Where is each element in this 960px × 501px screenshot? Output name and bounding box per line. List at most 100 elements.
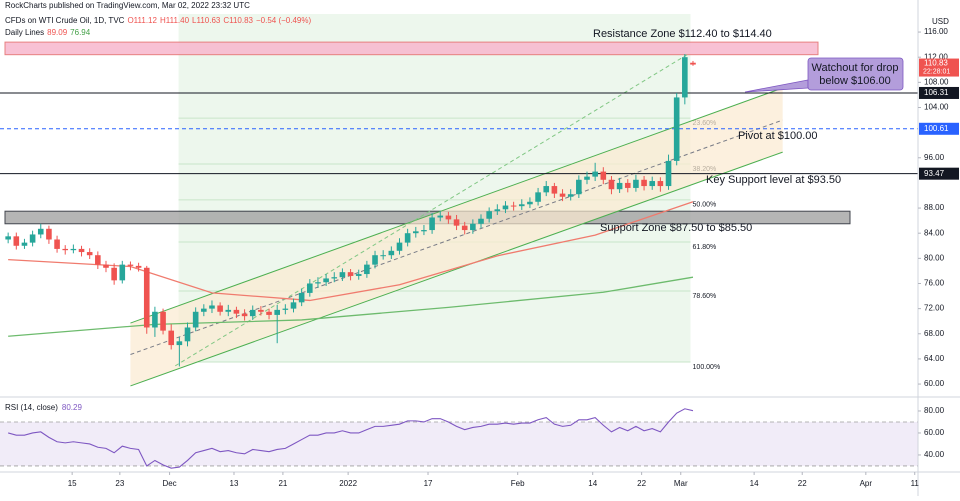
candle-body: [258, 309, 264, 312]
candle-body: [323, 278, 329, 283]
candle-body: [624, 182, 631, 188]
candle-body: [298, 292, 305, 303]
candle-body: [429, 217, 435, 231]
annotation: Watchout for drop: [811, 62, 898, 74]
candle-body: [46, 228, 52, 240]
x-tick-label: 2022: [339, 479, 357, 488]
candle-body: [225, 309, 232, 312]
y-tick-label: 112.00: [924, 52, 948, 61]
indicator-value: 76.94: [70, 28, 91, 37]
zone-label: Support Zone $87.50 to $85.50: [600, 222, 752, 234]
y-tick-label: 88.00: [924, 203, 945, 212]
candle-body: [478, 218, 484, 224]
callout-box: [807, 57, 904, 91]
y-tick-label: 96.00: [924, 153, 945, 162]
rsi-name: RSI (14, close): [5, 403, 58, 412]
candle-body: [673, 97, 680, 161]
y-tick-label: 68.00: [924, 329, 945, 338]
candle-body: [241, 313, 248, 317]
candle-body: [339, 272, 346, 278]
candle-body: [315, 282, 321, 284]
rsi-title: RSI (14, close) 80.29: [5, 403, 82, 412]
x-tick-label: 22: [637, 479, 646, 488]
annotation: Pivot at $100.00: [738, 130, 818, 142]
open-text: O111.12: [127, 16, 157, 25]
candle-body: [70, 248, 77, 251]
y-tick-label: 116.00: [924, 27, 948, 36]
x-tick-label: Apr: [860, 479, 873, 488]
y-tick-label: 80.00: [924, 406, 945, 415]
y-tick-label: 84.00: [924, 228, 945, 237]
candle-body: [633, 179, 639, 188]
y-tick-label: 60.00: [924, 379, 945, 388]
symbol: CFDs on WTI Crude Oil, 1D, TVC: [5, 16, 125, 25]
y-tick-label: 60.00: [924, 428, 945, 437]
rsi-value: 80.29: [62, 403, 83, 412]
candle-body: [217, 305, 223, 312]
x-tick-label: 14: [750, 479, 759, 488]
candle-body: [13, 236, 20, 246]
candle-body: [551, 186, 558, 194]
candle-body: [184, 327, 191, 342]
x-tick-label: Feb: [511, 479, 525, 488]
candle-body: [282, 308, 289, 310]
candle-body: [690, 62, 696, 65]
candle-body: [421, 230, 427, 232]
close-text: C110.83: [223, 16, 253, 25]
candle-body: [209, 305, 215, 309]
candle-body: [665, 160, 672, 187]
x-tick-label: 21: [278, 479, 287, 488]
candle-body: [453, 219, 460, 226]
candle-body: [111, 267, 117, 281]
level-price: 106.31: [924, 88, 949, 97]
indicator-value: 89.09: [47, 28, 68, 37]
fib-label: 50.00%: [693, 202, 717, 209]
candle-body: [266, 311, 272, 315]
last-price-box: [919, 58, 959, 77]
candle-body: [510, 205, 517, 207]
level-price: 100.61: [924, 124, 949, 133]
candle-body: [86, 252, 93, 256]
fib-label: 78.60%: [693, 293, 717, 300]
currency: USD: [932, 17, 949, 26]
candle-body: [641, 179, 647, 187]
candle-body: [486, 211, 492, 219]
candle-body: [576, 179, 582, 195]
candle-body: [445, 215, 452, 220]
y-tick-label: 40.00: [924, 450, 945, 459]
candle-body: [274, 309, 280, 315]
candle-body: [461, 225, 468, 231]
candle-body: [396, 242, 403, 251]
candle-body: [608, 179, 615, 190]
candle-body: [584, 176, 590, 180]
candle-body: [494, 209, 501, 212]
candle-body: [437, 215, 444, 218]
candle-body: [412, 231, 419, 234]
candle-body: [29, 234, 36, 243]
y-tick-label: 72.00: [924, 304, 945, 313]
candle-body: [600, 171, 607, 180]
candle-body: [307, 283, 313, 293]
x-tick-label: 17: [424, 479, 433, 488]
rsi-pane: RSI (14, close) 80.29: [0, 403, 918, 469]
candle-body: [518, 204, 525, 207]
candle-body: [143, 267, 150, 328]
x-tick-label: 22: [798, 479, 807, 488]
candle-body: [372, 255, 378, 265]
candle-body: [592, 171, 598, 177]
channel-lower: [130, 151, 783, 387]
candle-body: [657, 181, 664, 187]
last-price: 110.83: [924, 59, 948, 68]
x-tick-label: 15: [68, 479, 77, 488]
candle-body: [168, 330, 175, 346]
level-price-box: [919, 167, 959, 180]
fib-label: 61.80%: [693, 244, 717, 251]
candle-body: [649, 181, 656, 187]
low-text: L110.63: [192, 16, 221, 25]
candle-body: [176, 341, 183, 346]
candle-body: [364, 264, 370, 275]
candle-body: [543, 186, 550, 193]
candle-body: [233, 309, 240, 314]
candle-body: [380, 255, 386, 257]
